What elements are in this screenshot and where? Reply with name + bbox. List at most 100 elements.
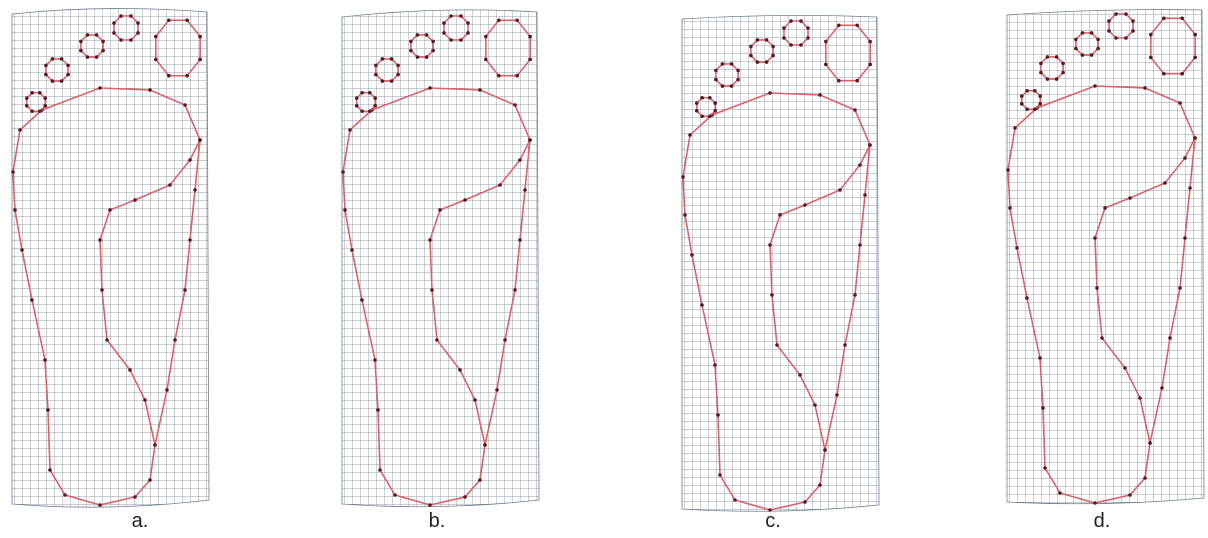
landmark	[718, 473, 722, 477]
landmark	[838, 188, 842, 192]
landmark	[143, 398, 147, 402]
landmark	[20, 248, 24, 252]
landmark	[442, 31, 446, 35]
landmark	[46, 408, 50, 412]
landmark	[1178, 101, 1182, 105]
landmark	[355, 96, 359, 100]
landmark	[368, 91, 372, 95]
landmark	[341, 170, 345, 174]
landmark	[463, 198, 467, 202]
landmark	[1041, 406, 1045, 410]
landmark	[25, 104, 29, 108]
mesh-grid	[12, 8, 209, 507]
landmark	[153, 443, 157, 447]
landmark	[168, 183, 172, 187]
landmark	[79, 40, 83, 44]
landmark	[823, 448, 827, 452]
landmark	[13, 208, 17, 212]
landmark	[1124, 36, 1128, 40]
landmark	[11, 170, 15, 174]
landmark	[396, 64, 400, 68]
landmark	[1193, 33, 1197, 37]
landmark	[374, 73, 378, 77]
landmark	[789, 19, 793, 23]
landmark	[843, 343, 847, 347]
landmark	[409, 40, 413, 44]
landmark	[108, 208, 112, 212]
landmark	[1148, 441, 1152, 445]
landmark	[756, 38, 760, 42]
landmark	[425, 55, 429, 59]
landmark	[721, 62, 725, 66]
landmark	[63, 493, 67, 497]
landmark	[1128, 196, 1132, 200]
landmark	[188, 158, 192, 162]
landmark	[837, 23, 841, 27]
landmark	[824, 40, 828, 44]
landmark	[1061, 71, 1065, 75]
landmark	[1046, 55, 1050, 59]
landmark	[1183, 236, 1187, 240]
landmark	[806, 36, 810, 40]
landmark	[1033, 107, 1037, 111]
landmark	[368, 109, 372, 113]
landmark	[736, 69, 740, 73]
landmark	[449, 38, 453, 42]
landmark	[1168, 336, 1172, 340]
landmark	[378, 468, 382, 472]
landmark	[868, 63, 872, 67]
landmark	[438, 208, 442, 212]
landmark	[431, 49, 435, 53]
landmark	[1025, 296, 1029, 300]
landmark	[1124, 12, 1128, 16]
landmark	[374, 64, 378, 68]
landmark	[425, 33, 429, 37]
landmark	[1033, 89, 1037, 93]
landmark	[1162, 16, 1166, 20]
landmark	[381, 57, 385, 61]
landmark	[756, 60, 760, 64]
landmark	[348, 128, 352, 132]
landmark	[428, 86, 432, 90]
landmark	[858, 243, 862, 247]
landmark	[528, 35, 532, 39]
landmark	[515, 18, 519, 22]
landmark	[503, 338, 507, 342]
landmark	[700, 96, 704, 100]
landmark	[95, 33, 99, 37]
landmark	[1131, 19, 1135, 23]
landmark	[1149, 33, 1153, 37]
landmark	[1039, 62, 1043, 66]
landmark	[51, 57, 55, 61]
panel	[1006, 10, 1204, 505]
landmark	[428, 503, 432, 507]
landmark	[1178, 286, 1182, 290]
landmark	[44, 73, 48, 77]
panel-label: d.	[1094, 510, 1111, 532]
landmark	[1081, 31, 1085, 35]
landmark	[484, 35, 488, 39]
landmark	[66, 73, 70, 77]
landmark	[835, 393, 839, 397]
landmark	[1188, 186, 1192, 190]
landmark	[95, 55, 99, 59]
landmark	[1107, 19, 1111, 23]
landmark	[818, 483, 822, 487]
landmark	[1100, 336, 1104, 340]
panel-label: c.	[765, 510, 781, 532]
landmark	[119, 38, 123, 42]
landmark	[101, 40, 105, 44]
landmark	[44, 64, 48, 68]
landmark	[868, 143, 872, 147]
landmark	[478, 478, 482, 482]
landmark	[1020, 94, 1024, 98]
landmark	[1095, 286, 1099, 290]
landmark	[736, 78, 740, 82]
landmark	[148, 88, 152, 92]
landmark	[416, 33, 420, 37]
landmark	[484, 58, 488, 62]
landmark	[193, 188, 197, 192]
landmark	[700, 303, 704, 307]
landmark	[101, 49, 105, 53]
landmark	[523, 188, 527, 192]
